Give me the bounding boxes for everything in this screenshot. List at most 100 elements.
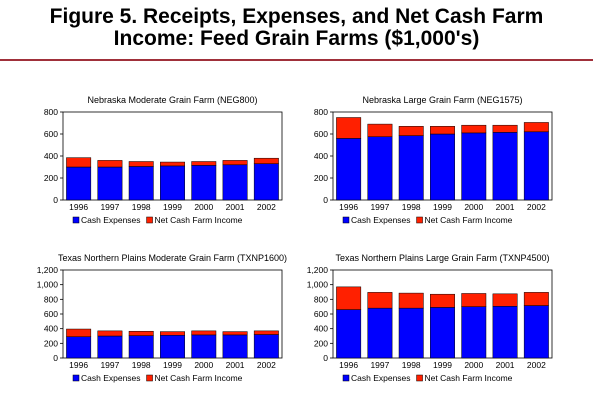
bar-net-cash-farm-income (66, 328, 92, 337)
y-tick-label: 1,000 (37, 280, 59, 290)
bar-cash-expenses (191, 165, 217, 201)
legend-label-cash-expenses: Cash Expenses (81, 373, 141, 383)
x-tick-label: 1996 (339, 360, 358, 370)
bar-net-cash-farm-income (191, 330, 217, 336)
x-tick-label: 2000 (194, 202, 213, 212)
x-tick-label: 2002 (257, 202, 276, 212)
bar-net-cash-farm-income (430, 126, 455, 135)
bar-net-cash-farm-income (128, 161, 154, 167)
legend-label-cash-expenses: Cash Expenses (351, 215, 411, 225)
x-tick-label: 1998 (402, 202, 421, 212)
y-tick-label: 0 (323, 353, 328, 363)
bar-cash-expenses (523, 131, 549, 201)
y-tick-label: 1,000 (307, 280, 329, 290)
x-tick-label: 2002 (527, 202, 546, 212)
x-tick-label: 2001 (226, 360, 245, 370)
bar-cash-expenses (461, 306, 487, 359)
x-tick-label: 1998 (132, 202, 151, 212)
bar-cash-expenses (128, 166, 154, 201)
legend-label-net-cash-farm-income: Net Cash Farm Income (155, 373, 243, 383)
bar-net-cash-farm-income (222, 160, 248, 166)
y-tick-label: 0 (323, 195, 328, 205)
y-tick-label: 600 (314, 129, 328, 139)
bar-net-cash-farm-income (367, 123, 393, 137)
bar-cash-expenses (191, 334, 217, 359)
bar-net-cash-farm-income (461, 293, 487, 307)
x-tick-label: 1997 (100, 360, 119, 370)
bar-net-cash-farm-income (160, 331, 185, 336)
x-tick-label: 1999 (163, 202, 182, 212)
x-tick-label: 1996 (339, 202, 358, 212)
legend-label-net-cash-farm-income: Net Cash Farm Income (425, 215, 513, 225)
legend-swatch-cash-expenses (72, 216, 80, 224)
x-tick-label: 2001 (496, 360, 515, 370)
bar-cash-expenses (430, 133, 455, 201)
legend-swatch-cash-expenses (72, 374, 80, 382)
legend-swatch-cash-expenses (342, 374, 350, 382)
bar-cash-expenses (492, 306, 518, 359)
x-tick-label: 1999 (163, 360, 182, 370)
x-tick-label: 2001 (496, 202, 515, 212)
x-tick-label: 1998 (402, 360, 421, 370)
x-tick-label: 2000 (194, 360, 213, 370)
y-tick-label: 800 (44, 107, 58, 117)
bar-cash-expenses (160, 335, 185, 359)
y-tick-label: 400 (314, 324, 328, 334)
bar-cash-expenses (398, 307, 424, 359)
x-tick-label: 1997 (100, 202, 119, 212)
bar-cash-expenses (367, 136, 393, 201)
chart-texas-moderate: Texas Northern Plains Moderate Grain Far… (37, 253, 287, 383)
y-tick-label: 1,200 (37, 265, 59, 275)
x-tick-label: 2000 (464, 202, 483, 212)
y-tick-label: 800 (314, 294, 328, 304)
y-tick-label: 600 (314, 309, 328, 319)
bar-net-cash-farm-income (398, 126, 424, 136)
y-tick-label: 200 (314, 338, 328, 348)
chart-title: Texas Northern Plains Large Grain Farm (… (335, 253, 549, 263)
bar-cash-expenses (430, 307, 455, 359)
bar-cash-expenses (461, 132, 487, 201)
x-tick-label: 2000 (464, 360, 483, 370)
bar-net-cash-farm-income (66, 157, 92, 168)
y-tick-label: 200 (314, 173, 328, 183)
bar-net-cash-farm-income (523, 292, 549, 306)
legend-swatch-net-cash-farm-income (146, 216, 153, 224)
title-divider (0, 59, 593, 61)
x-tick-label: 1996 (69, 202, 88, 212)
y-tick-label: 1,200 (307, 265, 329, 275)
chart-title: Nebraska Moderate Grain Farm (NEG800) (87, 95, 257, 105)
bar-net-cash-farm-income (492, 293, 518, 307)
bar-cash-expenses (97, 335, 123, 359)
bar-cash-expenses (492, 132, 518, 201)
bar-net-cash-farm-income (336, 286, 362, 310)
x-tick-label: 2001 (226, 202, 245, 212)
chart-texas-large: Texas Northern Plains Large Grain Farm (… (307, 253, 553, 383)
legend-label-net-cash-farm-income: Net Cash Farm Income (425, 373, 513, 383)
legend-swatch-net-cash-farm-income (416, 374, 423, 382)
legend-label-net-cash-farm-income: Net Cash Farm Income (155, 215, 243, 225)
bar-cash-expenses (160, 165, 185, 201)
bar-net-cash-farm-income (222, 331, 248, 336)
bar-net-cash-farm-income (160, 161, 185, 167)
x-tick-label: 1998 (132, 360, 151, 370)
bar-net-cash-farm-income (97, 330, 123, 337)
x-tick-label: 2002 (257, 360, 276, 370)
bar-cash-expenses (398, 135, 424, 201)
bar-net-cash-farm-income (191, 161, 217, 166)
y-tick-label: 0 (53, 195, 58, 205)
bar-cash-expenses (222, 334, 248, 359)
bar-net-cash-farm-income (492, 124, 518, 133)
bar-cash-expenses (128, 335, 154, 359)
y-tick-label: 400 (314, 151, 328, 161)
y-tick-label: 800 (44, 294, 58, 304)
bar-cash-expenses (336, 309, 362, 359)
bar-cash-expenses (523, 305, 549, 359)
bar-cash-expenses (66, 166, 92, 201)
y-tick-label: 400 (44, 324, 58, 334)
bar-cash-expenses (336, 138, 362, 201)
y-tick-label: 600 (44, 129, 58, 139)
bar-net-cash-farm-income (253, 330, 279, 335)
bar-net-cash-farm-income (523, 122, 549, 133)
bar-cash-expenses (253, 334, 279, 359)
bar-cash-expenses (66, 336, 92, 359)
